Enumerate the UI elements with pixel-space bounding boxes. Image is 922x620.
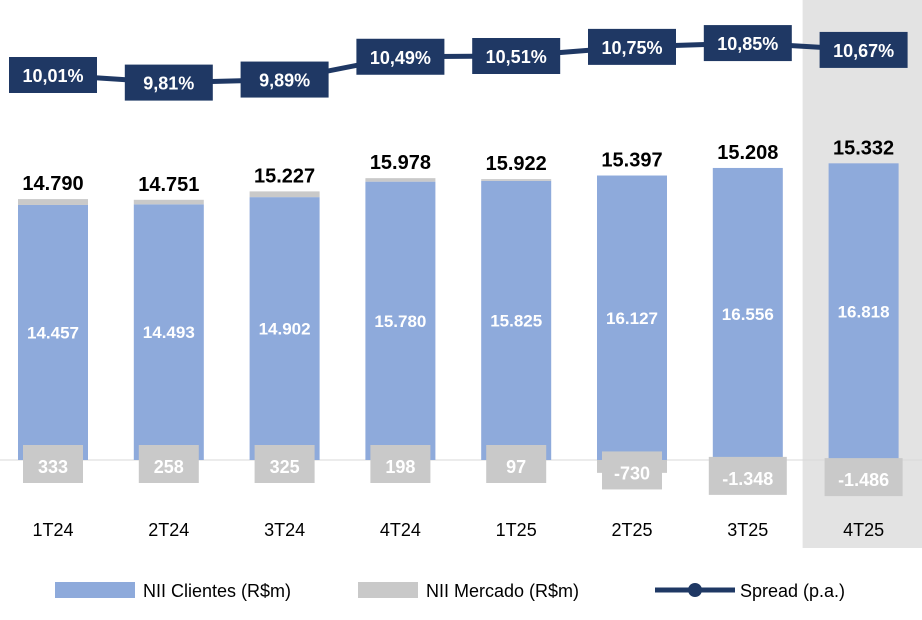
label-nii-clientes: 15.825 [490,311,542,330]
label-nii-mercado: -1.348 [722,469,773,489]
label-nii-clientes: 16.818 [838,303,890,322]
bar-nii-mercado [133,199,204,205]
label-total: 15.208 [717,142,778,164]
label-total: 15.332 [833,137,894,159]
x-tick-label: 4T25 [843,520,884,540]
bar-nii-clientes [712,167,783,461]
spread-point [703,25,792,62]
label-nii-mercado: -730 [614,463,650,483]
spread-point [9,57,97,93]
label-nii-clientes: 15.780 [374,312,426,331]
bar-nii-mercado [249,191,320,198]
legend-swatch-nii-clientes [55,582,135,598]
spread-point [588,28,676,65]
spread-point [472,38,561,74]
x-tick-label: 1T24 [32,520,73,540]
spread-label: 10,85% [717,34,778,54]
label-nii-mercado: 325 [270,457,300,477]
bar-nii-clientes [597,175,667,460]
label-total: 15.397 [601,150,662,172]
bar-nii-clientes [18,204,88,460]
x-tick-label: 4T24 [380,520,421,540]
spread-label: 10,51% [486,47,547,67]
spread-label: 10,75% [601,38,662,58]
label-box-nii-mercado [602,451,662,490]
spread-point [356,38,445,75]
legend-swatch-nii-mercado [358,582,418,598]
x-tick-label: 2T24 [148,520,189,540]
bar-nii-clientes [365,181,436,460]
label-box-nii-mercado [138,445,199,483]
label-nii-mercado: -1.486 [838,470,889,490]
bar-nii-clientes [481,180,552,461]
label-box-nii-mercado [824,458,903,497]
bar-nii-mercado [18,199,88,205]
x-tick-label: 3T24 [264,520,305,540]
label-nii-mercado: 198 [385,457,415,477]
label-box-nii-mercado [370,445,431,483]
legend-label-nii-clientes: NII Clientes (R$m) [143,581,291,601]
spread-point [124,64,213,101]
label-box-nii-mercado [254,445,315,483]
legend-label-spread: Spread (p.a.) [740,581,845,601]
spread-label: 10,67% [833,41,894,61]
label-total: 15.978 [370,152,431,174]
label-nii-clientes: 16.127 [606,309,658,328]
bar-nii-clientes [249,197,320,460]
legend-label-nii-mercado: NII Mercado (R$m) [426,581,579,601]
x-tick-label: 2T25 [611,520,652,540]
label-nii-mercado: 258 [154,457,184,477]
label-total: 15.922 [486,153,547,175]
bar-nii-mercado [481,179,552,181]
spread-label: 10,49% [370,48,431,68]
x-tick-label: 1T25 [496,520,537,540]
label-box-nii-mercado [486,445,547,483]
label-total: 14.751 [138,174,199,196]
label-nii-mercado: 97 [506,457,526,477]
label-box-nii-mercado [23,445,83,483]
label-nii-clientes: 14.493 [143,323,195,342]
label-nii-clientes: 16.556 [722,305,774,324]
spread-label: 9,89% [259,71,310,91]
spread-point [240,61,329,98]
label-nii-mercado: 333 [38,457,68,477]
label-total: 14.790 [22,173,83,195]
spread-label: 10,01% [22,66,83,86]
x-tick-label: 3T25 [727,520,768,540]
spread-point [819,31,908,68]
bar-nii-mercado [365,178,436,182]
label-box-nii-mercado [708,456,787,495]
label-total: 15.227 [254,165,315,187]
spread-label: 9,81% [143,74,194,94]
legend-swatch-spread-marker [688,583,702,597]
label-nii-clientes: 14.902 [259,320,311,339]
bar-nii-clientes [828,163,899,460]
label-nii-clientes: 14.457 [27,323,79,342]
bar-nii-clientes [133,204,204,460]
